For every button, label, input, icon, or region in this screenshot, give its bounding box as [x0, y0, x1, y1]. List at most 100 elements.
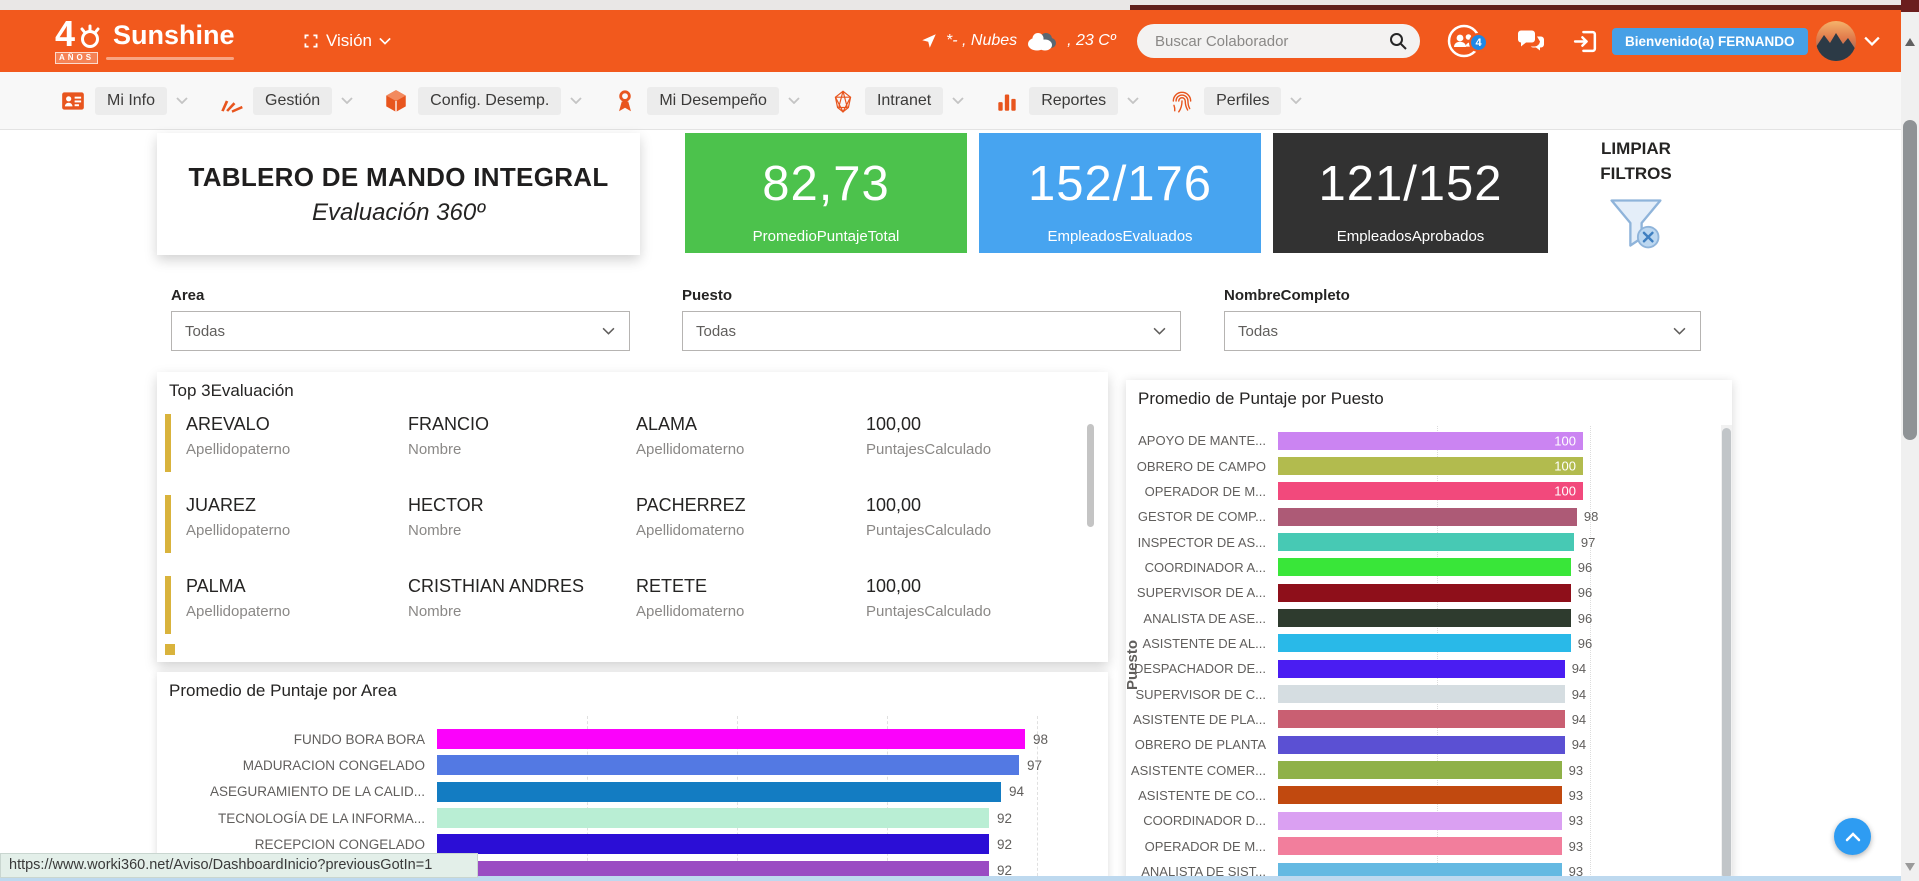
id-card-icon	[60, 88, 86, 114]
nav-item-label: Reportes	[1029, 86, 1119, 115]
bar-value: 94	[1571, 737, 1587, 753]
scroll-down-arrow[interactable]	[1905, 863, 1915, 871]
bar-label: DESPACHADOR DE...	[1134, 661, 1266, 677]
welcome-button[interactable]: Bienvenido(a) FERNANDO	[1612, 28, 1808, 55]
cell-field-name: Apellidopaterno	[186, 603, 291, 620]
chart-row: ASISTENTE DE AL... 96	[1126, 631, 1718, 656]
bar[interactable]	[1278, 735, 1565, 754]
bar[interactable]	[1278, 507, 1577, 526]
chevron-down-icon	[570, 97, 582, 104]
bar[interactable]: 100	[1278, 431, 1583, 450]
chart-row: RECEPCION CONGELADO 92	[169, 831, 1108, 857]
browser-scrollbar[interactable]	[1901, 10, 1919, 881]
page-title: TABLERO DE MANDO INTEGRAL	[188, 161, 609, 192]
scrollbar-thumb[interactable]	[1722, 428, 1731, 879]
filter-dropdown-nombre[interactable]: Todas	[1224, 311, 1701, 351]
cell-value: CRISTHIAN ANDRES	[408, 576, 585, 596]
bar[interactable]: 100	[1278, 457, 1583, 476]
company-logo[interactable]: 4 Sunshine AÑOS	[55, 16, 235, 64]
chart-row: OBRERO DE CAMPO 100	[1126, 453, 1718, 478]
bar[interactable]	[1278, 761, 1562, 780]
bar[interactable]	[1278, 558, 1571, 577]
scroll-up-arrow[interactable]	[1905, 38, 1915, 46]
nav-item-mi-desempeno[interactable]: Mi Desempeño	[612, 86, 800, 115]
chart-row: MADURACION CONGELADO 97	[169, 752, 1108, 778]
bar[interactable]: 100	[1278, 482, 1583, 501]
bar-value: 97	[1580, 534, 1596, 550]
nav-item-gestion[interactable]: Gestión	[218, 86, 353, 115]
chart-row: INSPECTOR DE AS... 97	[1126, 529, 1718, 554]
clear-filters-funnel-icon[interactable]	[1606, 194, 1666, 252]
bar[interactable]	[1278, 786, 1562, 805]
status-bar-url: https://www.worki360.net/Aviso/Dashboard…	[0, 853, 478, 878]
logout-button[interactable]	[1572, 10, 1599, 72]
filter-dropdown-area[interactable]: Todas	[171, 311, 630, 351]
bar[interactable]	[437, 755, 1019, 776]
bar-value: 92	[997, 810, 1013, 826]
table-cell: 100,00 PuntajesCalculado	[866, 493, 1074, 574]
bar-value: 94	[1009, 784, 1025, 800]
page-subtitle: Evaluación 360º	[312, 198, 485, 226]
bar[interactable]	[437, 834, 989, 855]
chat-button[interactable]	[1516, 10, 1546, 72]
bar-label: COORDINADOR A...	[1144, 559, 1266, 575]
scrollbar-thumb[interactable]	[1903, 120, 1917, 440]
bar[interactable]	[1278, 685, 1565, 704]
nav-item-reportes[interactable]: Reportes	[994, 86, 1139, 115]
bar[interactable]	[1278, 609, 1571, 628]
bar[interactable]	[437, 808, 989, 829]
top3-scrollbar[interactable]	[1087, 424, 1094, 527]
window-bottom-edge	[0, 876, 1919, 881]
cell-value: 100,00	[866, 495, 922, 515]
kpi-card-promedio: 82,73 PromedioPuntajeTotal	[685, 133, 967, 253]
bar-label: COORDINADOR D...	[1143, 813, 1266, 829]
globe-icon	[830, 88, 856, 114]
nav-item-label: Config. Desemp.	[418, 86, 562, 115]
bar-value: 93	[1568, 864, 1584, 880]
logo-years-label: AÑOS	[55, 52, 99, 64]
bar[interactable]	[1278, 811, 1562, 830]
back-to-top-button[interactable]	[1834, 818, 1871, 855]
nav-item-perfiles[interactable]: Perfiles	[1169, 86, 1303, 115]
bar[interactable]	[437, 781, 1001, 802]
nav-bar: Mi Info Gestión Config. Desemp. Mi Desempeñ…	[0, 72, 1919, 130]
avatar[interactable]	[1816, 21, 1856, 61]
bar[interactable]	[437, 729, 1025, 750]
cell-value: HECTOR	[408, 495, 484, 515]
bar[interactable]	[1278, 634, 1571, 653]
notification-badge: 4	[1469, 33, 1488, 52]
bar-value: 93	[1568, 813, 1584, 829]
bar-label: OBRERO DE CAMPO	[1136, 458, 1266, 474]
filter-dropdown-puesto[interactable]: Todas	[682, 311, 1181, 351]
bar-label: TECNOLOGÍA DE LA INFORMA...	[217, 810, 425, 826]
vision-selector[interactable]: Visión	[303, 10, 391, 72]
table-cell: JUAREZ Apellidopaterno	[186, 493, 408, 574]
kpi-card-evaluados: 152/176 EmpleadosEvaluados	[979, 133, 1261, 253]
bar-label: ASISTENTE DE AL...	[1142, 635, 1266, 651]
bar[interactable]	[1278, 533, 1574, 552]
search-icon[interactable]	[1388, 31, 1408, 51]
nav-item-mi-info[interactable]: Mi Info	[60, 86, 188, 115]
fan-icon	[218, 88, 244, 114]
nav-item-label: Gestión	[253, 86, 333, 115]
nav-item-config-desemp[interactable]: Config. Desemp.	[383, 86, 582, 115]
bar[interactable]	[1278, 583, 1571, 602]
top3-visual: Top 3Evaluación AREVALO Apellidopaterno FR…	[157, 372, 1108, 662]
table-cell: 100,00 PuntajesCalculado	[866, 412, 1074, 493]
chart-row: ASISTENTE DE CO... 93	[1126, 783, 1718, 808]
table-row: AREVALO Apellidopaterno FRANCIO Nombre ALAMA…	[165, 412, 1074, 493]
bar[interactable]	[1278, 710, 1565, 729]
vision-label: Visión	[326, 31, 372, 50]
puesto-chart-scrollbar[interactable]	[1721, 425, 1732, 881]
bar[interactable]	[437, 860, 989, 881]
nav-item-intranet[interactable]: Intranet	[830, 86, 964, 115]
bar-label: OPERADOR DE M...	[1144, 483, 1266, 499]
weather-text: *- , Nubes	[946, 32, 1018, 49]
row-accent-bar	[165, 495, 171, 553]
bar[interactable]	[1278, 837, 1562, 856]
profile-menu-chevron[interactable]	[1864, 10, 1880, 72]
search-input[interactable]	[1153, 31, 1388, 51]
people-notifications-button[interactable]: 4	[1447, 10, 1488, 72]
chevron-down-icon	[952, 97, 964, 104]
bar[interactable]	[1278, 659, 1565, 678]
